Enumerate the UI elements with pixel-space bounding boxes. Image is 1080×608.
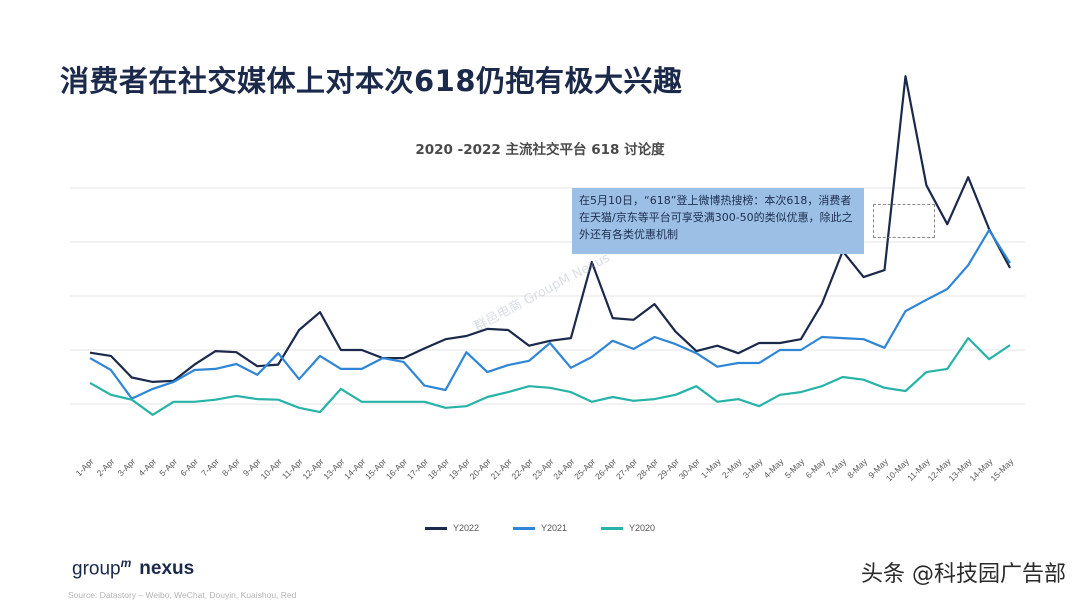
x-tick-label: 12-Apr xyxy=(300,456,325,481)
legend-item-y2020: Y2020 xyxy=(601,523,655,533)
x-tick-label: 1-May xyxy=(699,456,723,480)
x-tick-label: 29-Apr xyxy=(656,456,681,481)
legend-label-y2020: Y2020 xyxy=(629,523,656,533)
x-tick-label: 2-Apr xyxy=(95,456,117,478)
x-tick-label: 4-May xyxy=(762,456,786,480)
x-tick-label: 10-Apr xyxy=(258,456,283,481)
x-tick-label: 20-Apr xyxy=(468,456,493,481)
x-tick-label: 15-Apr xyxy=(363,456,388,481)
x-tick-label: 30-Apr xyxy=(677,456,702,481)
x-tick-label: 23-Apr xyxy=(530,456,555,481)
x-tick-label: 3-Apr xyxy=(115,456,137,478)
x-tick-label: 13-Apr xyxy=(321,456,346,481)
x-tick-label: 6-May xyxy=(803,456,827,480)
series-line-y2020 xyxy=(89,337,1011,416)
x-tick-label: 8-May xyxy=(845,456,869,480)
corner-watermark: 头条 @科技园广告部 xyxy=(861,562,1066,587)
groupm-nexus-logo: groupm nexus xyxy=(72,556,195,580)
legend-label-y2022: Y2022 xyxy=(452,523,479,533)
series-line-y2022 xyxy=(89,75,1011,383)
x-tick-label: 3-May xyxy=(741,456,765,480)
x-tick-label: 27-Apr xyxy=(614,456,639,481)
x-axis-tick-labels: 1-Apr 2-Apr 3-Apr 4-Apr 5-Apr 6-Apr 7-Apr 8-Apr… xyxy=(74,456,1016,484)
series-lines xyxy=(89,75,1011,416)
chart-legend: Y2022 Y2021 Y2020 xyxy=(0,523,1080,533)
x-tick-label: 8-Apr xyxy=(220,456,242,478)
x-tick-label: 14-Apr xyxy=(342,456,367,481)
x-tick-label: 25-Apr xyxy=(572,456,597,481)
legend-label-y2021: Y2021 xyxy=(540,523,568,533)
x-tick-label: 26-Apr xyxy=(593,456,618,481)
x-tick-label: 15-May xyxy=(988,456,1016,484)
legend-item-y2021: Y2021 xyxy=(512,523,568,533)
x-tick-label: 17-Apr xyxy=(405,456,430,481)
gridlines xyxy=(70,187,1025,405)
x-tick-label: 5-Apr xyxy=(157,456,179,478)
x-tick-label: 7-May xyxy=(824,456,848,480)
slide-title: 消费者在社交媒体上对本次618仍抱有极大兴趣 xyxy=(60,64,683,98)
source-note: Source: Datastory – Weibo, WeChat, Douyi… xyxy=(68,590,297,600)
annotation-callout: 在5月10日，“618”登上微博热搜榜：本次618，消费者在天猫/京东等平台可享… xyxy=(572,188,864,254)
legend-swatch-y2021 xyxy=(512,526,535,530)
x-tick-label: 18-Apr xyxy=(426,456,451,481)
x-tick-label: 16-Apr xyxy=(384,456,409,481)
chart-title: 2020 -2022 主流社交平台 618 讨论度 xyxy=(415,142,665,158)
x-tick-label: 24-Apr xyxy=(551,456,576,481)
annotation-highlight-box xyxy=(873,204,935,238)
x-tick-label: 5-May xyxy=(783,456,807,480)
x-tick-label: 1-Apr xyxy=(74,456,96,478)
legend-item-y2022: Y2022 xyxy=(424,523,479,533)
series-line-y2021 xyxy=(89,229,1011,400)
x-tick-label: 6-Apr xyxy=(178,456,200,478)
x-tick-label: 19-Apr xyxy=(447,456,472,481)
x-tick-label: 2-May xyxy=(720,456,744,480)
x-tick-label: 7-Apr xyxy=(199,456,221,478)
x-tick-label: 21-Apr xyxy=(488,456,513,481)
legend-swatch-y2022 xyxy=(424,526,447,530)
legend-swatch-y2020 xyxy=(601,526,624,530)
x-tick-label: 4-Apr xyxy=(136,456,158,478)
x-tick-label: 22-Apr xyxy=(509,456,534,481)
x-tick-label: 11-Apr xyxy=(280,456,305,481)
x-tick-label: 28-Apr xyxy=(635,456,660,481)
